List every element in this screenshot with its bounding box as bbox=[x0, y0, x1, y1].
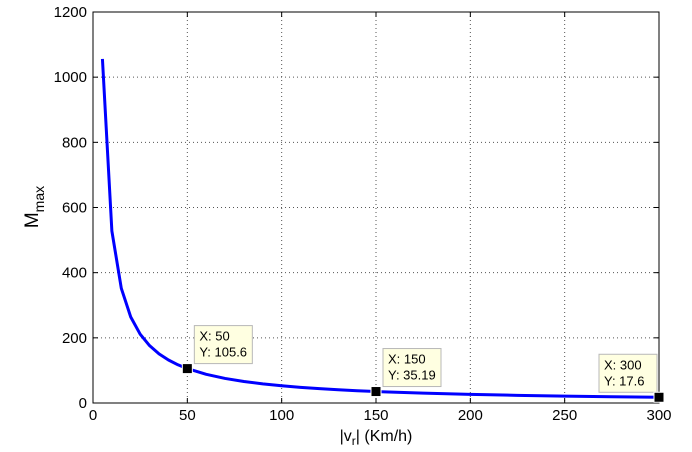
x-tick-label: 150 bbox=[363, 407, 388, 424]
x-tick-label: 0 bbox=[89, 407, 97, 424]
datatip-y-text: Y: 17.6 bbox=[604, 373, 644, 388]
y-tick-label: 600 bbox=[62, 200, 87, 217]
datatip-x-text: X: 300 bbox=[604, 357, 642, 372]
x-tick-label: 300 bbox=[646, 407, 671, 424]
y-tick-label: 0 bbox=[79, 395, 87, 412]
x-tick-label: 50 bbox=[179, 407, 196, 424]
datatip-x-text: X: 150 bbox=[388, 352, 426, 367]
axis-ticks: 0 50 100 150 200 250 300 0 200 400 600 800 1000 1200 bbox=[54, 4, 672, 424]
datatip-marker[interactable] bbox=[653, 391, 665, 403]
datatip[interactable]: X: 50Y: 105.6 bbox=[181, 325, 253, 375]
datatip-y-text: Y: 35.19 bbox=[388, 368, 436, 383]
y-tick-label: 800 bbox=[62, 134, 87, 151]
y-axis-label: Mmax bbox=[22, 186, 47, 228]
datatip-marker[interactable] bbox=[370, 386, 382, 398]
datatip-x-text: X: 50 bbox=[199, 329, 229, 344]
datatip-box bbox=[193, 325, 253, 365]
datatip-marker[interactable] bbox=[181, 363, 193, 375]
x-axis-label: |vr| (Km/h) bbox=[340, 428, 413, 448]
plot-background bbox=[93, 12, 659, 403]
datatip-y-text: Y: 105.6 bbox=[199, 345, 247, 360]
y-tick-label: 400 bbox=[62, 265, 87, 282]
y-tick-label: 1000 bbox=[54, 69, 87, 86]
datatip-box bbox=[382, 348, 442, 388]
series-line bbox=[100, 58, 660, 399]
datatip-box bbox=[598, 353, 658, 393]
y-tick-label: 1200 bbox=[54, 4, 87, 21]
x-tick-label: 100 bbox=[269, 407, 294, 424]
y-tick-label: 200 bbox=[62, 330, 87, 347]
x-tick-label: 250 bbox=[552, 407, 577, 424]
x-tick-label: 200 bbox=[458, 407, 483, 424]
series-layer bbox=[100, 58, 660, 399]
